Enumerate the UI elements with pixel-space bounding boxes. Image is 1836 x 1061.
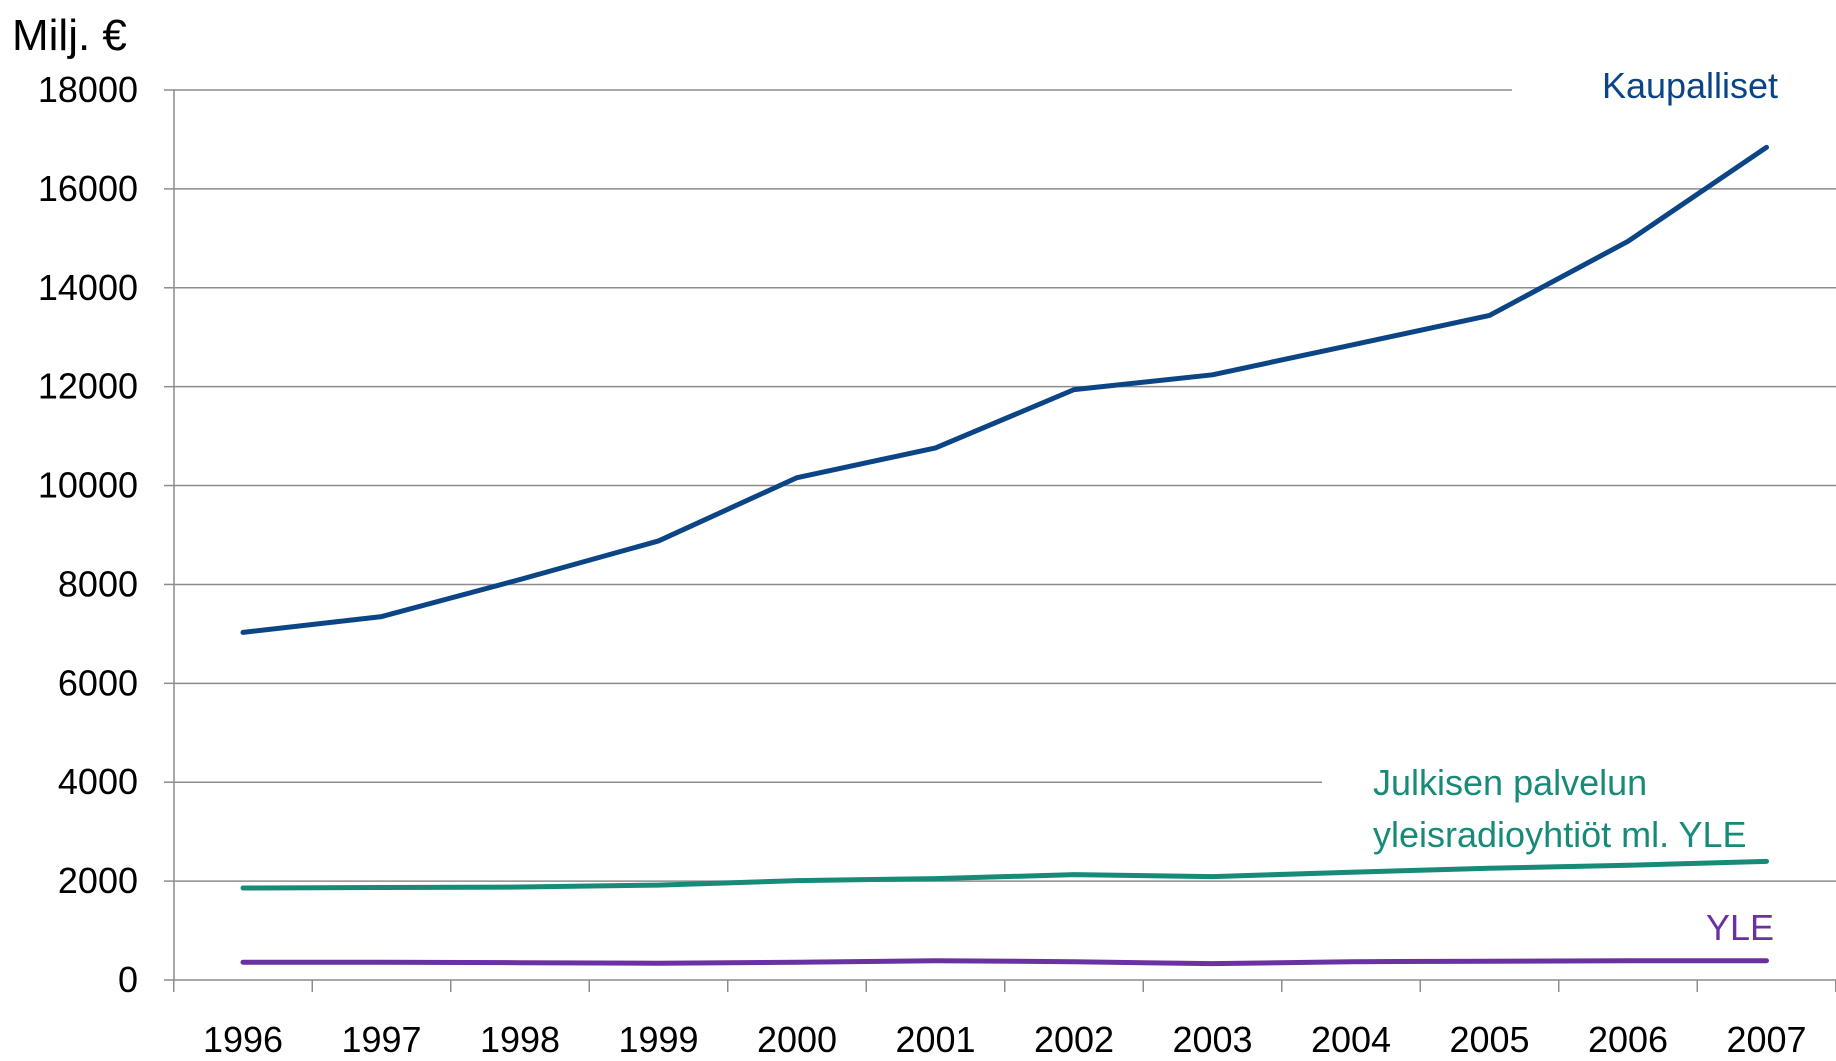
x-tick-label: 2003 [1172,1019,1252,1060]
x-tick-label: 2001 [895,1019,975,1060]
gridlines [174,89,1836,882]
y-tick-label: 12000 [38,366,138,407]
y-tick-label: 4000 [58,761,138,802]
series-labels: Kaupalliset Julkisen palvelun yleisradioyh… [1373,65,1778,948]
y-tick-label: 0 [118,959,138,1000]
axes [164,89,1836,992]
x-tick-label: 1997 [341,1019,421,1060]
series-lines [240,144,1769,967]
x-tick-label: 2002 [1034,1019,1114,1060]
x-tick-label: 2006 [1588,1019,1668,1060]
series-label: Julkisen palvelun yleisradioyhtiöt ml. YL… [1373,762,1747,855]
y-tick-label: 10000 [38,465,138,506]
y-tick-label: 8000 [58,563,138,604]
series-line [240,858,1769,891]
x-tick-label: 2004 [1311,1019,1391,1060]
y-tick-label: 6000 [58,662,138,703]
y-tick-label: 14000 [38,267,138,308]
x-tick-label: 2007 [1726,1019,1806,1060]
series-label-line: Julkisen palvelun [1373,762,1647,803]
y-tick-label: 16000 [38,168,138,209]
y-axis-title: Milj. € [12,11,127,60]
y-tick-label: 18000 [38,69,138,110]
series-label: Kaupalliset [1602,65,1778,106]
x-tick-label: 2005 [1449,1019,1529,1060]
x-axis-tick-labels: 1996 1997 1998 1999 2000 2001 2002 2003 2004 2005… [203,1019,1807,1060]
x-tick-label: 1999 [618,1019,698,1060]
series-label: YLE [1706,907,1774,948]
series-label-line: yleisradioyhtiöt ml. YLE [1373,814,1747,855]
y-tick-label: 2000 [58,860,138,901]
x-tick-label: 1996 [203,1019,283,1060]
series-line [240,958,1769,967]
x-tick-label: 1998 [480,1019,560,1060]
series-line [240,144,1769,635]
series-label-line: Kaupalliset [1602,65,1778,106]
series-label-line: YLE [1706,907,1774,948]
y-axis-tick-labels: 0 2000 4000 6000 8000 10000 12000 14000 16000 180… [38,69,138,1000]
x-tick-label: 2000 [757,1019,837,1060]
